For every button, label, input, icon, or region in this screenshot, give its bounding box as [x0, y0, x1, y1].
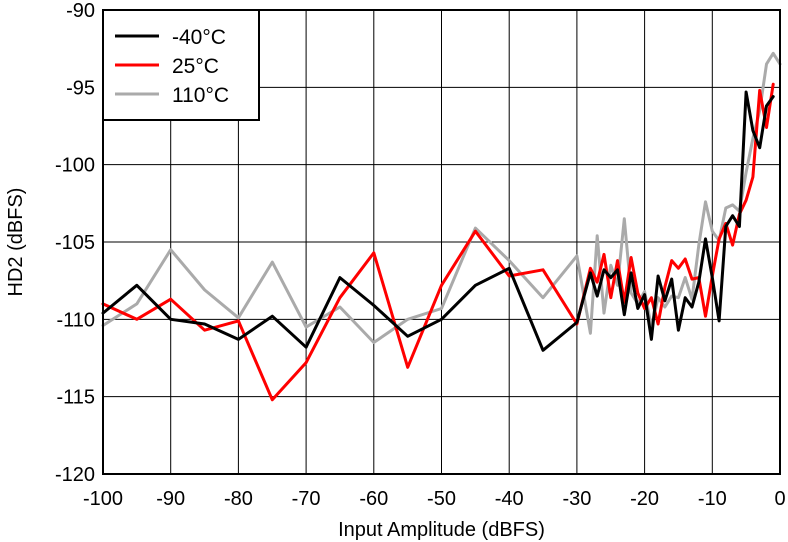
- series-layer: [101, 51, 782, 402]
- y-tick-label: -95: [66, 77, 95, 99]
- x-tick-label: -20: [630, 488, 659, 510]
- x-axis-label: Input Amplitude (dBFS): [338, 519, 545, 541]
- y-tick-label: -90: [66, 0, 95, 22]
- x-tick-label: -70: [292, 488, 321, 510]
- y-tick-labels: -90 -95 -100 -105 -110 -115 -120: [55, 0, 95, 486]
- x-tick-label: -60: [359, 488, 388, 510]
- y-tick-label: -110: [56, 309, 95, 331]
- y-tick-label: -105: [55, 232, 95, 254]
- y-tick-label: -115: [56, 387, 95, 409]
- y-tick-label: -100: [55, 155, 95, 177]
- series-line: [101, 82, 775, 402]
- plot-frame: [102, 9, 781, 475]
- x-tick-label: -50: [427, 488, 456, 510]
- series-line: [101, 90, 775, 352]
- x-tick-label: -30: [562, 488, 591, 510]
- legend-label: -40°C: [172, 26, 226, 49]
- legend-label: 110°C: [172, 84, 229, 107]
- y-axis-label: HD2 (dBFS): [5, 188, 27, 297]
- x-tick-label: -80: [224, 488, 253, 510]
- x-tick-label: 0: [774, 488, 785, 510]
- x-tick-label: -90: [156, 488, 185, 510]
- legend: -40°C 25°C 110°C: [102, 9, 260, 121]
- legend-items: -40°C 25°C 110°C: [115, 26, 229, 107]
- x-tick-label: -40: [495, 488, 524, 510]
- x-tick-label: -100: [83, 488, 123, 510]
- legend-label: 25°C: [172, 55, 219, 78]
- y-tick-label: -120: [55, 464, 95, 486]
- x-tick-labels: -100 -90 -80 -70 -60 -50 -40 -30 -20 -10 0: [83, 488, 786, 510]
- x-tick-label: -10: [698, 488, 727, 510]
